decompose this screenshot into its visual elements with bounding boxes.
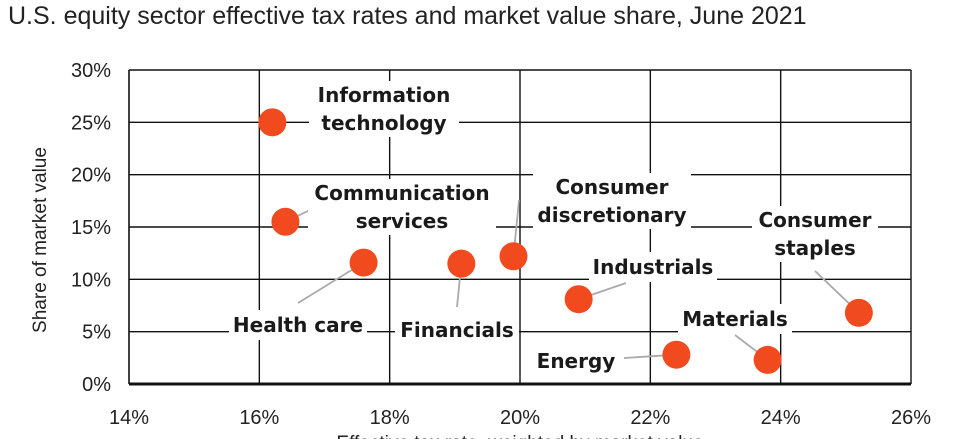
point-label: discretionary bbox=[537, 203, 686, 227]
label-background bbox=[395, 315, 519, 345]
x-tick-label: 22% bbox=[630, 407, 670, 429]
label-background bbox=[309, 81, 459, 137]
point-label: Information bbox=[318, 83, 451, 107]
y-tick-label: 10% bbox=[71, 269, 111, 291]
x-tick-label: 16% bbox=[239, 407, 279, 429]
y-tick-label: 15% bbox=[71, 217, 111, 239]
y-axis-title: Share of market value bbox=[30, 147, 51, 333]
data-point bbox=[564, 285, 593, 314]
label-background bbox=[533, 173, 691, 229]
point-label: staples bbox=[774, 236, 856, 260]
x-axis-title: Effective tax rate, weighted by market v… bbox=[336, 433, 703, 439]
data-point bbox=[753, 345, 782, 374]
x-tick-label: 20% bbox=[500, 407, 540, 429]
x-tick-label: 26% bbox=[891, 407, 931, 429]
point-label: Industrials bbox=[593, 255, 714, 279]
point-label: Materials bbox=[682, 307, 788, 331]
label-background bbox=[752, 206, 878, 262]
x-tick-label: 24% bbox=[761, 407, 801, 429]
label-background bbox=[532, 346, 620, 376]
data-point bbox=[662, 340, 691, 369]
point-label: Consumer bbox=[555, 175, 668, 199]
data-point bbox=[499, 242, 528, 271]
label-background bbox=[589, 252, 717, 282]
data-point bbox=[349, 248, 378, 277]
label-background bbox=[229, 310, 367, 340]
data-point bbox=[258, 108, 287, 137]
label-background bbox=[308, 179, 496, 235]
y-tick-label: 25% bbox=[71, 112, 111, 134]
data-point bbox=[447, 249, 476, 278]
point-label: Health care bbox=[233, 313, 363, 337]
point-label: Financials bbox=[400, 318, 513, 342]
y-tick-label: 5% bbox=[82, 322, 111, 344]
label-background bbox=[678, 304, 792, 334]
y-tick-label: 30% bbox=[71, 60, 111, 82]
data-point bbox=[844, 298, 873, 327]
point-label: services bbox=[356, 209, 449, 233]
point-label: technology bbox=[321, 111, 446, 135]
x-tick-label: 18% bbox=[370, 407, 410, 429]
point-label: Energy bbox=[537, 349, 616, 373]
x-tick-label: 14% bbox=[109, 407, 149, 429]
point-label: Consumer bbox=[758, 208, 871, 232]
y-tick-label: 20% bbox=[71, 165, 111, 187]
data-point bbox=[271, 207, 300, 236]
chart-title: U.S. equity sector effective tax rates a… bbox=[8, 2, 807, 30]
y-tick-label: 0% bbox=[82, 374, 111, 396]
point-label: Communication bbox=[314, 181, 489, 205]
